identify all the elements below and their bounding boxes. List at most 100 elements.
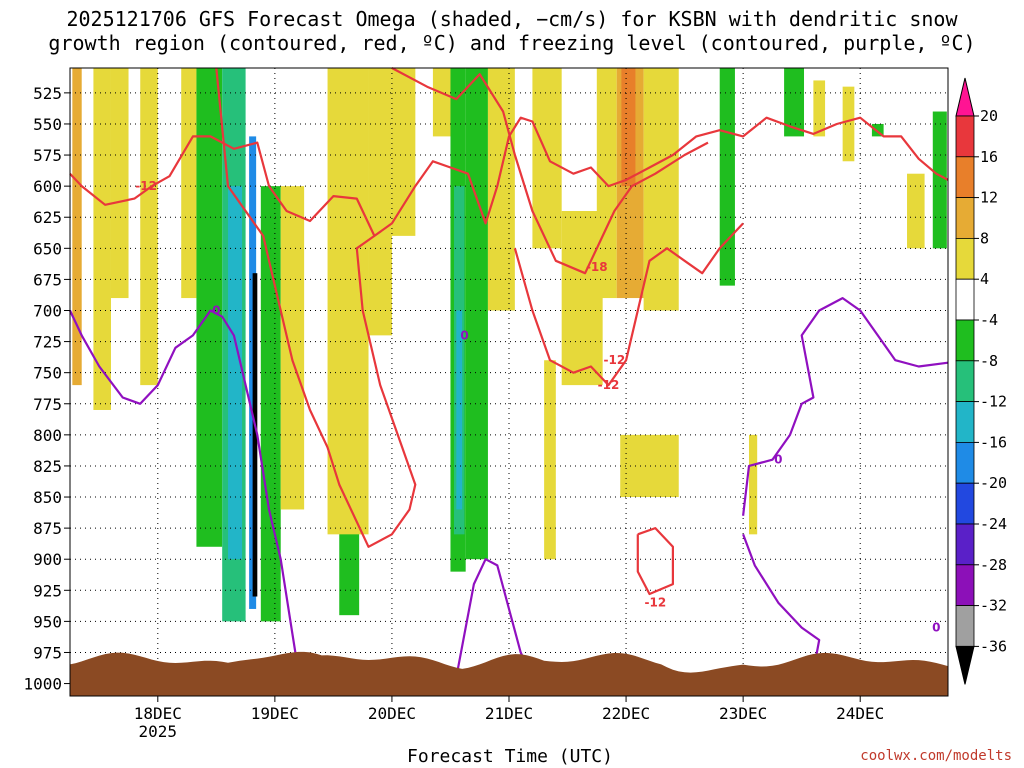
omega-shade-cell xyxy=(621,68,636,187)
colorbar-swatch xyxy=(955,482,975,525)
pressure-tick-label: 725 xyxy=(33,333,62,352)
time-tick-year: 2025 xyxy=(139,722,178,741)
omega-shade-cell xyxy=(620,434,679,498)
chart-title-line2: growth region (contoured, red, ºC) and f… xyxy=(48,31,975,55)
omega-shade-cell xyxy=(813,80,826,137)
contour-label: -12 xyxy=(135,179,157,193)
time-tick-label: 24DEC xyxy=(836,704,884,723)
terrain-ground xyxy=(70,651,948,696)
contour-label: -12 xyxy=(644,596,666,610)
colorbar-label: 16 xyxy=(980,148,998,166)
x-axis-label: Forecast Time (UTC) xyxy=(407,746,613,767)
colorbar-swatch xyxy=(955,237,975,280)
pressure-tick-label: 675 xyxy=(33,270,62,289)
time-tick-label: 18DEC xyxy=(134,704,182,723)
pressure-tick-label: 625 xyxy=(33,208,62,227)
pressure-tick-label: 850 xyxy=(33,488,62,507)
colorbar-label: 4 xyxy=(980,270,989,288)
omega-shade-cell xyxy=(561,211,603,386)
terrain-layer xyxy=(70,651,948,696)
omega-shade-cell xyxy=(907,173,925,249)
pressure-tick-label: 550 xyxy=(33,115,62,134)
contour-freezing-level-0-mid xyxy=(455,558,534,678)
colorbar-label: -16 xyxy=(980,433,1007,451)
omega-shade-cell xyxy=(784,68,805,137)
pressure-tick-label: 975 xyxy=(33,643,62,662)
contour-freezing-level-0 xyxy=(69,309,300,672)
omega-shade-cell xyxy=(252,273,258,597)
colorbar-label: -24 xyxy=(980,515,1007,533)
pressure-tick-label: 800 xyxy=(33,426,62,445)
colorbar-swatch xyxy=(955,360,975,402)
contour-dendritic-minus12-upper xyxy=(69,116,949,237)
contour-dendritic-minus12-lower xyxy=(215,67,417,548)
colorbar-swatch xyxy=(955,319,975,362)
pressure-tick-label: 825 xyxy=(33,457,62,476)
omega-shade-cell xyxy=(93,68,111,410)
pressure-tick-label: 925 xyxy=(33,581,62,600)
omega-shade-cell xyxy=(643,68,679,311)
omega-shade-cell xyxy=(487,68,515,311)
colorbar-swatch xyxy=(955,441,975,484)
omega-shading-layer xyxy=(72,68,947,622)
pressure-tick-label: 1000 xyxy=(23,675,62,694)
credit-link[interactable]: coolwx.com/modelts xyxy=(860,748,1012,764)
pressure-tick-label: 650 xyxy=(33,239,62,258)
contour-label: 0 xyxy=(212,303,220,317)
time-tick-label: 22DEC xyxy=(602,704,650,723)
contour-label: 0 xyxy=(932,621,940,635)
time-tick-label: 21DEC xyxy=(485,704,533,723)
colorbar-swatch xyxy=(955,197,975,239)
time-tick-label: 19DEC xyxy=(251,704,299,723)
colorbar-top-arrow xyxy=(955,77,975,117)
time-tick-label: 20DEC xyxy=(368,704,416,723)
pressure-tick-label: 900 xyxy=(33,550,62,569)
pressure-tick-label: 600 xyxy=(33,177,62,196)
contour-dendritic-minus18 xyxy=(391,67,709,275)
omega-shade-cell xyxy=(465,68,488,560)
omega-shade-cell xyxy=(842,86,855,162)
colorbar-label: -12 xyxy=(980,393,1007,411)
omega-shade-cell xyxy=(871,123,884,137)
pressure-tick-label: 950 xyxy=(33,612,62,631)
colorbar-swatch xyxy=(955,156,975,199)
pressure-tick-label: 700 xyxy=(33,301,62,320)
contour-label: 0 xyxy=(774,453,782,467)
omega-shade-cell xyxy=(456,310,463,510)
colorbar-label: -20 xyxy=(980,474,1007,492)
colorbar-label: -36 xyxy=(980,637,1007,655)
pressure-tick-label: 875 xyxy=(33,519,62,538)
contour-dendritic-minus12-lowbox xyxy=(636,527,674,596)
pressure-tick-label: 575 xyxy=(33,146,62,165)
omega-shade-cell xyxy=(544,360,556,560)
colorbar-label: 12 xyxy=(980,189,998,207)
colorbar-label: -32 xyxy=(980,597,1007,615)
contour-dendritic-minus12-mid xyxy=(513,222,744,387)
omega-shade-cell xyxy=(748,434,758,535)
contour-label: 0 xyxy=(460,328,468,342)
colorbar: 20 16 12 8 4 -4 -8 -12 -16 -20 -24 -28 -32 -36 xyxy=(955,77,1007,685)
pressure-tick-label: 525 xyxy=(33,84,62,103)
colorbar-label: 8 xyxy=(980,229,989,247)
omega-shade-cell xyxy=(181,68,197,299)
omega-shade-cell xyxy=(368,68,392,336)
colorbar-swatch xyxy=(955,115,975,158)
pressure-tick-label: 750 xyxy=(33,364,62,383)
colorbar-label: -4 xyxy=(980,311,998,329)
colorbar-swatch xyxy=(955,564,975,606)
colorbar-swatch xyxy=(955,523,975,566)
omega-shade-cell xyxy=(532,68,562,249)
pressure-axis: 525 550 575 600 625 650 675 700 725 750 775 800 825 8… xyxy=(23,84,70,694)
colorbar-label: -8 xyxy=(980,352,998,370)
contour-label: -18 xyxy=(586,260,608,274)
omega-shade-cell xyxy=(140,68,158,386)
contour-freezing-level-0-lowright xyxy=(742,533,821,672)
omega-shade-cell xyxy=(932,111,947,249)
chart-title-line1: 2025121706 GFS Forecast Omega (shaded, −… xyxy=(66,7,958,31)
omega-shade-cell xyxy=(719,68,735,286)
colorbar-label: 20 xyxy=(980,107,998,125)
colorbar-swatch xyxy=(955,401,975,443)
colorbar-label: -28 xyxy=(980,556,1007,574)
